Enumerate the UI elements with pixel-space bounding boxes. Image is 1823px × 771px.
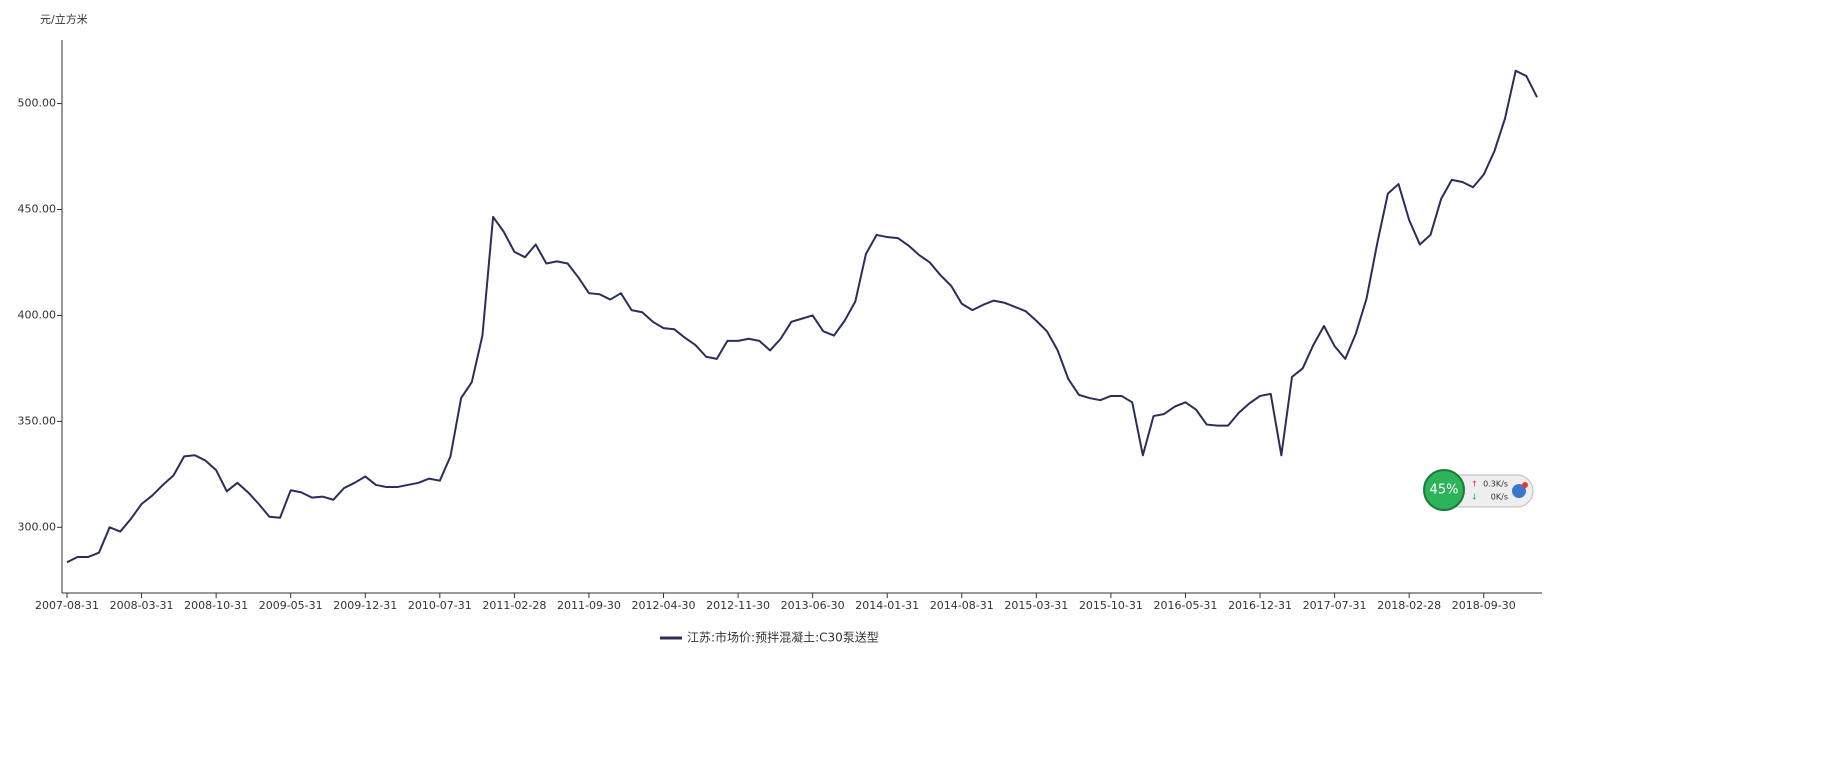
widget: 45% ↑ ↓ 0.3K/s 0K/s <box>1423 469 1534 511</box>
y-axis-label: 元/立方米 <box>40 12 88 26</box>
widget-gauge <box>1423 469 1465 511</box>
x-tick-label: 2009-12-31 <box>333 599 397 612</box>
x-tick-label: 2014-08-31 <box>930 599 994 612</box>
x-tick-label: 2018-09-30 <box>1452 599 1516 612</box>
x-tick-label: 2008-03-31 <box>110 599 174 612</box>
x-tick-label: 2010-07-31 <box>408 599 472 612</box>
x-tick-label: 2009-05-31 <box>259 599 323 612</box>
x-tick-label: 2017-07-31 <box>1303 599 1367 612</box>
x-tick-label: 2012-11-30 <box>706 599 770 612</box>
x-tick-label: 2008-10-31 <box>184 599 248 612</box>
x-tick-label: 2011-02-28 <box>482 599 546 612</box>
widget-up-arrow: ↑ <box>1471 480 1478 489</box>
widget-down-arrow: ↓ <box>1471 493 1478 502</box>
y-tick-label: 450.00 <box>18 203 57 216</box>
legend-label: 江苏:市场价:预拌混凝土:C30泵送型 <box>687 630 879 645</box>
x-tick-label: 2016-05-31 <box>1154 599 1218 612</box>
widget-plus[interactable] <box>1512 484 1526 498</box>
y-tick-label: 400.00 <box>18 308 57 321</box>
x-tick-label: 2013-06-30 <box>781 599 845 612</box>
widget-upload: 0.3K/s <box>1483 480 1508 489</box>
x-tick-label: 2016-12-31 <box>1228 599 1292 612</box>
widget-dot <box>1522 482 1528 488</box>
y-tick-label: 350.00 <box>18 414 57 427</box>
y-tick-label: 300.00 <box>18 520 57 533</box>
x-tick-label: 2012-04-30 <box>632 599 696 612</box>
widget-percent: 45% <box>1430 483 1459 498</box>
y-tick-label: 500.00 <box>18 97 57 110</box>
x-tick-label: 2015-03-31 <box>1004 599 1068 612</box>
x-tick-label: 2011-09-30 <box>557 599 621 612</box>
line <box>66 69 1538 564</box>
x-tick-label: 2015-10-31 <box>1079 599 1143 612</box>
x-tick-label: 2007-08-31 <box>35 599 99 612</box>
widget-download: 0K/s <box>1491 493 1508 502</box>
x-tick-label: 2014-01-31 <box>855 599 919 612</box>
x-tick-label: 2018-02-28 <box>1377 599 1441 612</box>
